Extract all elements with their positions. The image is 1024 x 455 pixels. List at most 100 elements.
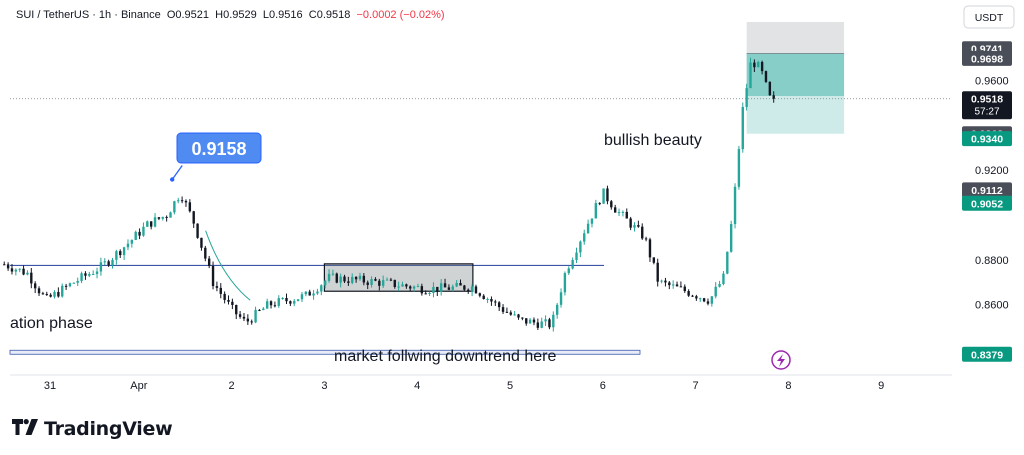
currency-button[interactable]: USDT [963, 5, 1015, 29]
candle[interactable] [467, 288, 470, 294]
candle[interactable] [37, 286, 41, 296]
candle[interactable] [625, 208, 628, 219]
candle[interactable] [14, 268, 18, 276]
candle[interactable] [745, 83, 748, 111]
candle[interactable] [289, 300, 292, 307]
candle[interactable] [219, 283, 222, 299]
candle[interactable] [130, 239, 134, 248]
candle[interactable] [702, 297, 706, 303]
candle[interactable] [215, 281, 219, 292]
candle[interactable] [149, 221, 153, 230]
candle[interactable] [153, 213, 157, 228]
candle[interactable] [695, 294, 698, 301]
candle[interactable] [606, 185, 609, 205]
candle[interactable] [339, 273, 342, 288]
candle[interactable] [683, 284, 686, 293]
candle[interactable] [320, 284, 323, 296]
candle[interactable] [10, 264, 14, 275]
candle[interactable] [559, 288, 563, 308]
candle[interactable] [768, 81, 772, 96]
candle[interactable] [687, 289, 690, 297]
candle[interactable] [165, 215, 168, 222]
candle[interactable] [575, 247, 578, 264]
candle[interactable] [134, 230, 137, 241]
candle[interactable] [362, 273, 366, 286]
candle[interactable] [177, 197, 180, 204]
candle[interactable] [714, 282, 717, 299]
candle[interactable] [204, 245, 207, 262]
candle[interactable] [567, 266, 570, 275]
candle[interactable] [138, 228, 141, 240]
stop-zone[interactable] [746, 22, 845, 54]
candle[interactable] [416, 283, 420, 288]
candle[interactable] [470, 283, 474, 297]
candle[interactable] [671, 280, 675, 289]
candle[interactable] [296, 299, 300, 302]
candle[interactable] [656, 258, 659, 287]
candle[interactable] [68, 282, 72, 288]
candle[interactable] [370, 276, 373, 288]
candle[interactable] [30, 268, 33, 289]
annotation-phase[interactable]: ation phase [10, 315, 93, 332]
candle[interactable] [602, 188, 605, 204]
annotation-downtrend[interactable]: market follwing downtrend here [334, 348, 556, 365]
candle[interactable] [304, 291, 308, 297]
candle[interactable] [6, 262, 10, 271]
candle[interactable] [610, 200, 613, 210]
candle[interactable] [323, 279, 327, 289]
candle[interactable] [664, 277, 667, 287]
candle[interactable] [57, 287, 60, 298]
plot-area[interactable]: 0.9158 bullish beauty ation phase market fo… [3, 22, 952, 370]
candle[interactable] [64, 283, 68, 290]
candle[interactable] [180, 196, 184, 204]
candle[interactable] [157, 216, 161, 221]
candle[interactable] [122, 246, 126, 260]
candle[interactable] [231, 298, 234, 310]
currency-button-label[interactable]: USDT [975, 12, 1004, 24]
candle[interactable] [26, 270, 29, 276]
candle[interactable] [285, 293, 288, 305]
candle[interactable] [235, 304, 238, 320]
candle[interactable] [412, 285, 416, 292]
candle[interactable] [223, 291, 226, 304]
candle[interactable] [548, 317, 551, 330]
candle[interactable] [258, 309, 261, 312]
candle[interactable] [532, 317, 536, 326]
candle[interactable] [501, 304, 505, 315]
candle[interactable] [644, 236, 648, 242]
candle[interactable] [84, 271, 87, 280]
candle[interactable] [494, 299, 497, 307]
candle[interactable] [621, 210, 625, 217]
candle[interactable] [91, 270, 95, 276]
candle[interactable] [675, 281, 679, 287]
profit-zone[interactable] [746, 96, 845, 134]
candle[interactable] [273, 301, 277, 308]
candle[interactable] [115, 249, 118, 265]
candle[interactable] [103, 258, 106, 265]
candle[interactable] [173, 200, 176, 215]
candle[interactable] [142, 222, 145, 237]
candle[interactable] [161, 216, 164, 221]
candle[interactable] [772, 91, 775, 103]
candle[interactable] [737, 145, 741, 190]
candle[interactable] [88, 271, 91, 278]
candle[interactable] [617, 208, 621, 217]
candle[interactable] [505, 307, 509, 313]
candle[interactable] [366, 280, 369, 290]
candle[interactable] [691, 294, 694, 297]
candle[interactable] [424, 290, 427, 295]
candle[interactable] [351, 273, 354, 285]
candle[interactable] [443, 278, 447, 288]
candle[interactable] [490, 296, 493, 306]
callout-label[interactable]: 0.9158 [191, 139, 246, 159]
candle[interactable] [459, 279, 462, 286]
candle[interactable] [517, 313, 520, 320]
candle[interactable] [563, 271, 567, 296]
candle[interactable] [111, 257, 114, 269]
candle[interactable] [72, 282, 76, 284]
candle[interactable] [41, 291, 45, 295]
candle[interactable] [316, 288, 319, 295]
candle[interactable] [648, 237, 652, 262]
candle[interactable] [513, 311, 516, 316]
candle[interactable] [753, 59, 756, 73]
